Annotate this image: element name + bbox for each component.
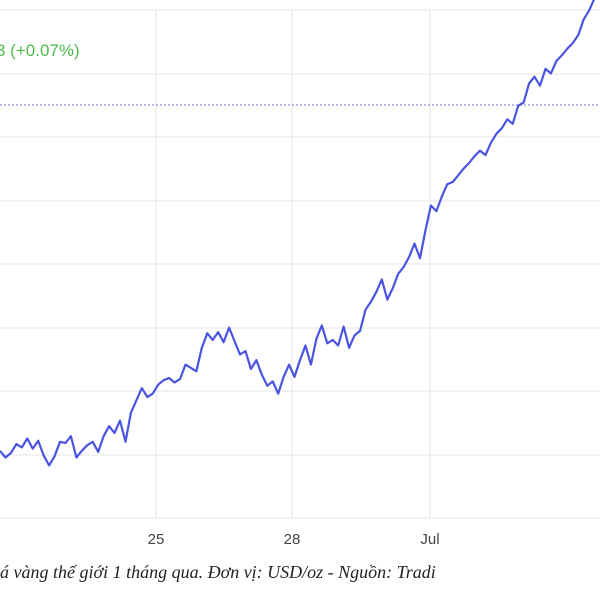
- price-line: [0, 0, 595, 467]
- chart-caption: á vàng thế giới 1 tháng qua. Đơn vị: USD…: [0, 562, 436, 582]
- x-tick-label: 25: [148, 531, 165, 548]
- x-tick-label: 28: [284, 531, 301, 548]
- x-tick-label: Jul: [420, 531, 439, 548]
- gold-price-chart: 3 (+0.07%) 25 28 Jul: [0, 0, 600, 548]
- price-change-label: 3 (+0.07%): [0, 41, 80, 60]
- price-series: [0, 0, 595, 467]
- chart-gridlines: [0, 9, 600, 519]
- x-axis-ticks: 25 28 Jul: [148, 531, 440, 548]
